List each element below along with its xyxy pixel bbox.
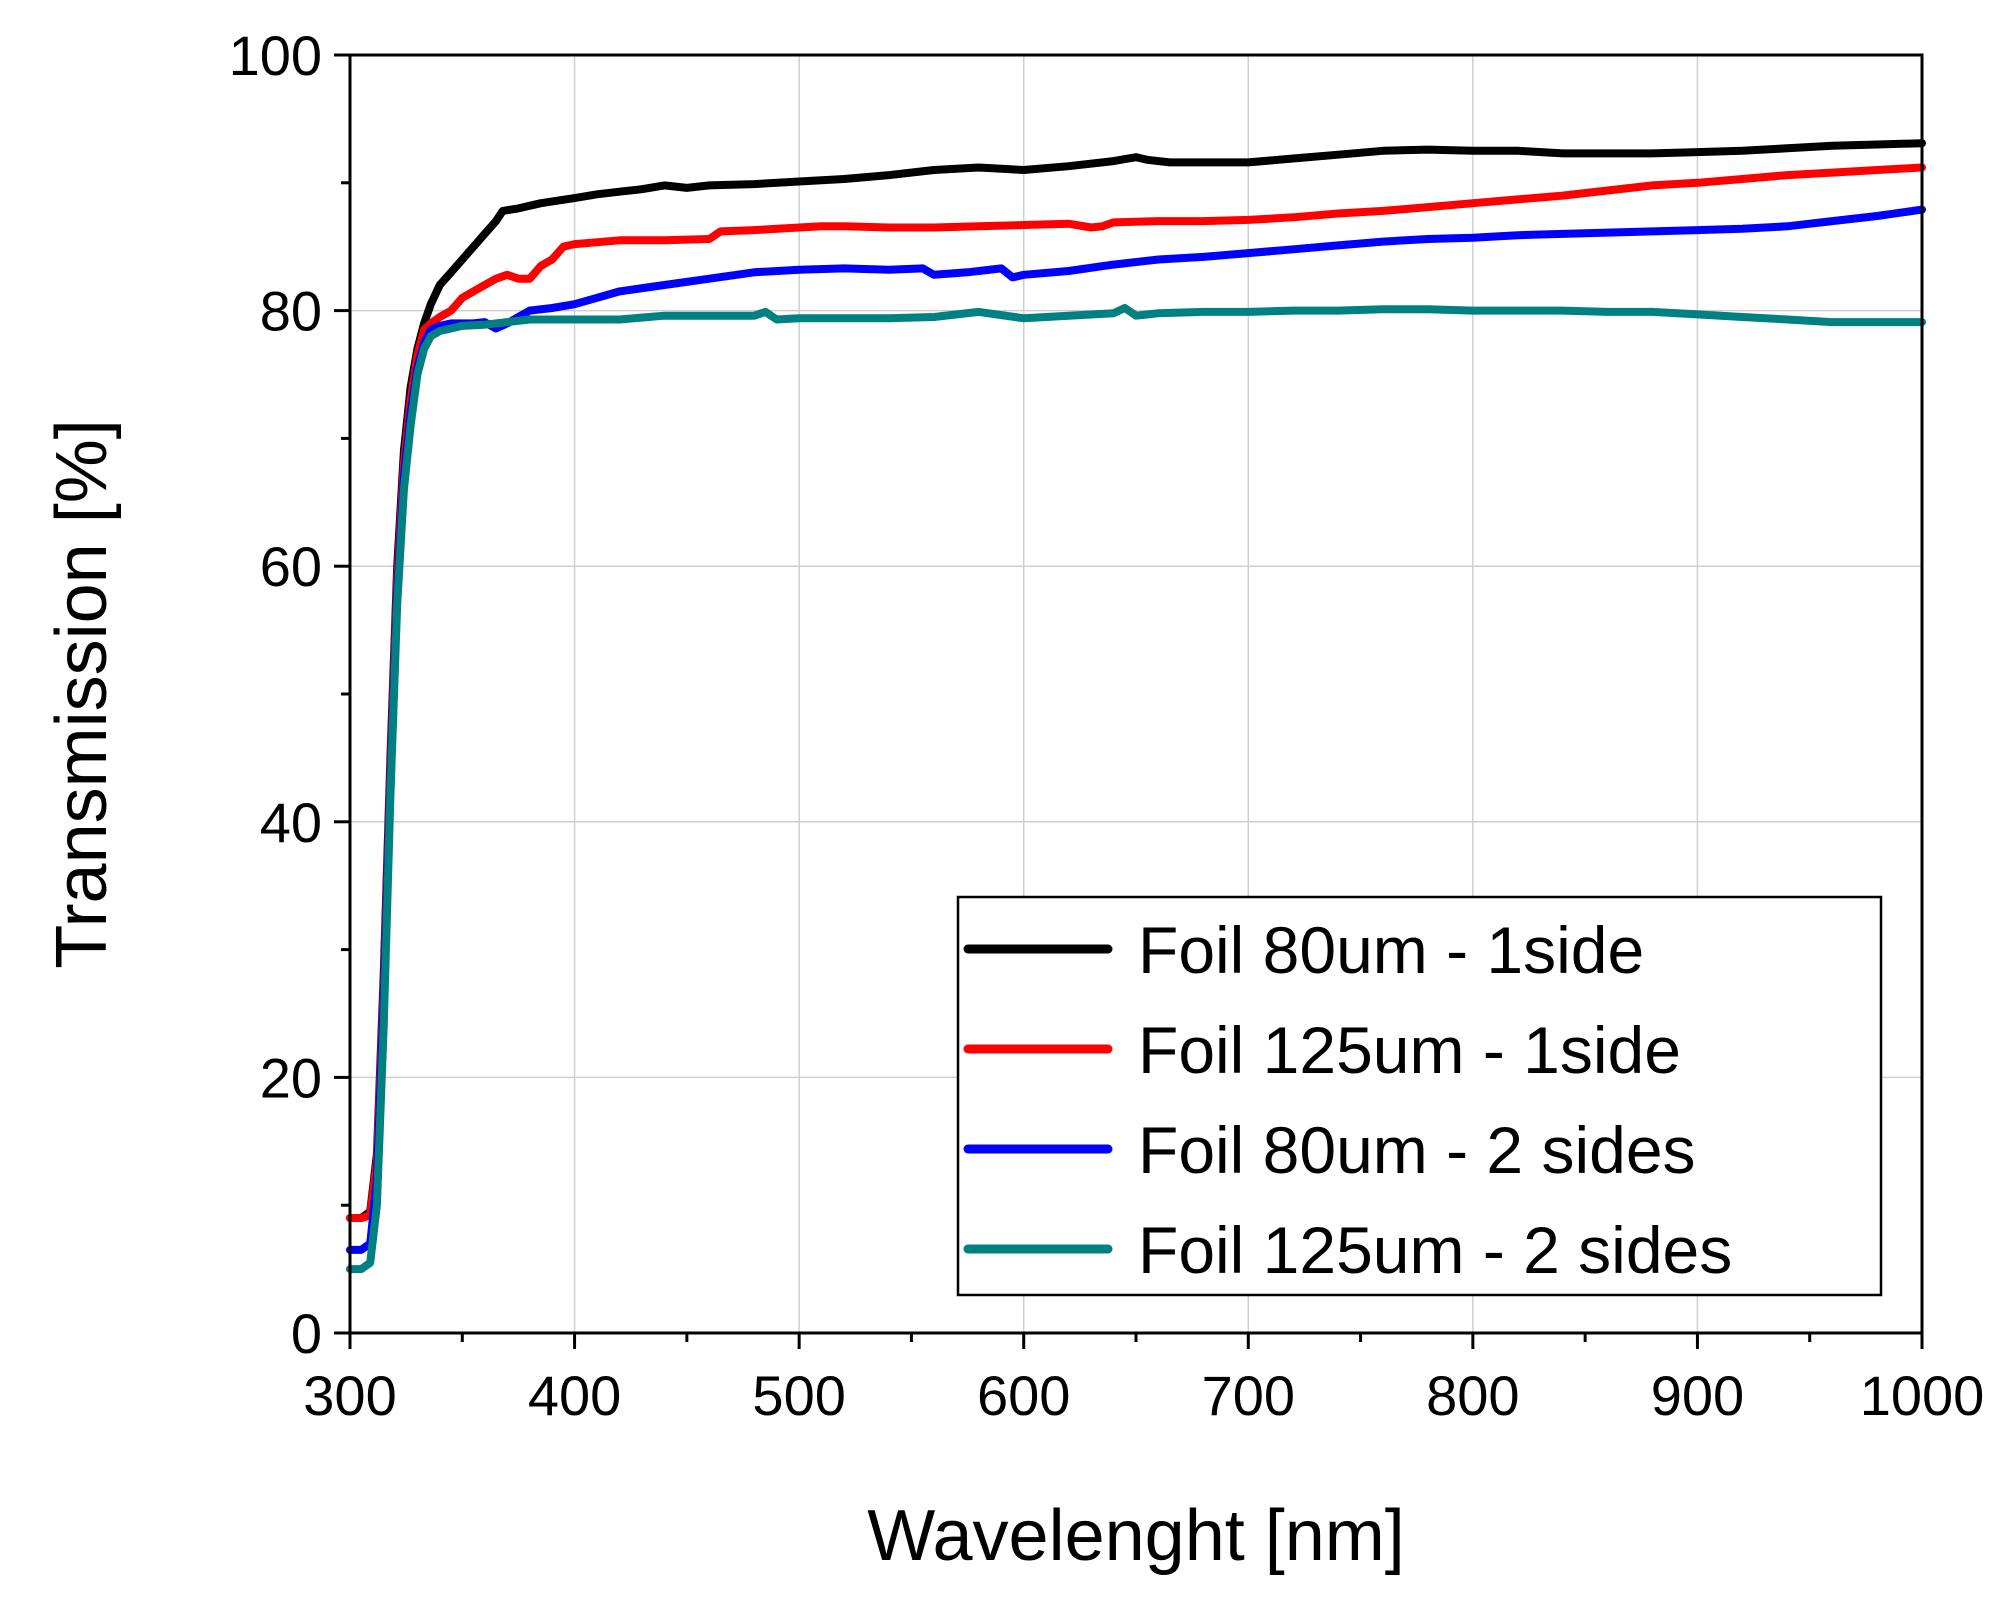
y-tick-label-100: 100 xyxy=(229,24,322,87)
y-tick-label-20: 20 xyxy=(260,1046,322,1109)
legend-label-4: Foil 125um - 2 sides xyxy=(1138,1213,1732,1287)
x-tick-label-500: 500 xyxy=(752,1364,845,1427)
series-line-4 xyxy=(346,304,1926,1274)
x-tick-label-800: 800 xyxy=(1426,1364,1519,1427)
legend-box xyxy=(956,895,1883,1297)
x-tick-label-900: 900 xyxy=(1651,1364,1744,1427)
y-tick-label-60: 60 xyxy=(260,535,322,598)
x-tick-label-1000: 1000 xyxy=(1860,1364,1985,1427)
y-tick-label-0: 0 xyxy=(291,1302,322,1365)
x-axis-title: Wavelenght [nm] xyxy=(867,1496,1405,1576)
legend-label-2: Foil 125um - 1side xyxy=(1138,1013,1681,1087)
legend: Foil 80um - 1side Foil 125um - 1side Foil … xyxy=(956,895,1883,1297)
legend-label-3: Foil 80um - 2 sides xyxy=(1138,1113,1696,1187)
legend-item-4: Foil 125um - 2 sides xyxy=(963,1213,1732,1287)
x-tick-label-300: 300 xyxy=(303,1364,396,1427)
y-tick-label-40: 40 xyxy=(260,791,322,854)
series-lines xyxy=(346,139,1926,1274)
legend-item-2: Foil 125um - 1side xyxy=(963,1013,1681,1087)
x-tick-label-700: 700 xyxy=(1202,1364,1295,1427)
legend-item-1: Foil 80um - 1side xyxy=(963,913,1644,987)
y-tick-label-80: 80 xyxy=(260,280,322,343)
y-axis-title: Transmission [%] xyxy=(42,419,122,968)
legend-item-3: Foil 80um - 2 sides xyxy=(963,1113,1696,1187)
legend-label-1: Foil 80um - 1side xyxy=(1138,913,1644,987)
axis-ticks: 300 400 500 600 700 800 900 1000 0 20 40 60 80 100 xyxy=(229,24,1985,1427)
x-tick-label-400: 400 xyxy=(528,1364,621,1427)
x-tick-label-600: 600 xyxy=(977,1364,1070,1427)
